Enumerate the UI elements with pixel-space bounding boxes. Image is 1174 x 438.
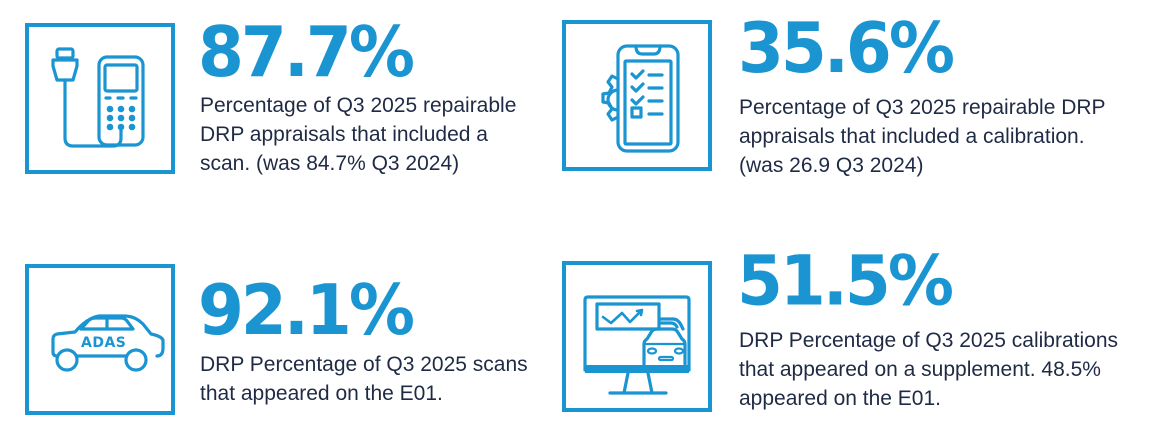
stat-description-scans-e01: DRP Percentage of Q3 2025 scans that app… (200, 350, 528, 408)
calibration-checklist-icon (601, 44, 680, 153)
stat-value-calibrations-supplement: 51.5% (737, 240, 954, 322)
description-line: that appeared on the E01. (200, 382, 443, 405)
scan-tool-icon-box (25, 23, 175, 174)
stat-value-scan: 87.7% (198, 11, 415, 93)
stat-value-calibration: 35.6% (738, 7, 955, 89)
adas-car-icon (51, 314, 165, 372)
stat-description-calibrations-supplement: DRP Percentage of Q3 2025 calibrations t… (739, 326, 1118, 413)
description-line: scan. (was 84.7% Q3 2024) (200, 152, 460, 175)
adas-icon-box: ADAS (25, 264, 175, 415)
scan-tool-icon (51, 47, 145, 148)
description-line: Percentage of Q3 2025 repairable DRP (739, 96, 1106, 119)
description-line: DRP appraisals that included a (200, 123, 488, 146)
description-line: that appeared on a supplement. 48.5% (739, 358, 1101, 381)
description-line: Percentage of Q3 2025 repairable (200, 94, 517, 117)
description-line: appraisals that included a calibration. (739, 125, 1085, 148)
adas-label: ADAS (81, 335, 127, 351)
description-line: (was 26.9 Q3 2024) (739, 154, 924, 177)
description-line: appeared on the E01. (739, 387, 942, 410)
stat-value-scans-e01: 92.1% (198, 269, 415, 351)
calibration-icon-box (562, 20, 712, 171)
stat-description-scan: Percentage of Q3 2025 repairable DRP app… (200, 91, 516, 178)
stat-description-calibration: Percentage of Q3 2025 repairable DRP app… (739, 93, 1106, 180)
description-line: DRP Percentage of Q3 2025 calibrations (739, 329, 1119, 352)
monitor-chart-car-icon (583, 295, 691, 395)
description-line: DRP Percentage of Q3 2025 scans (200, 353, 528, 376)
monitor-icon-box (562, 261, 712, 412)
